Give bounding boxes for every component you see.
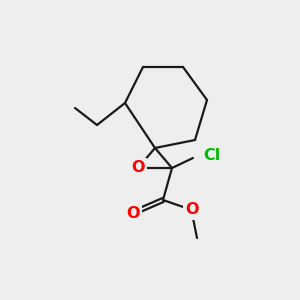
Text: O: O (126, 206, 140, 220)
Text: O: O (131, 160, 145, 175)
Text: Cl: Cl (203, 148, 220, 163)
Text: O: O (185, 202, 199, 217)
